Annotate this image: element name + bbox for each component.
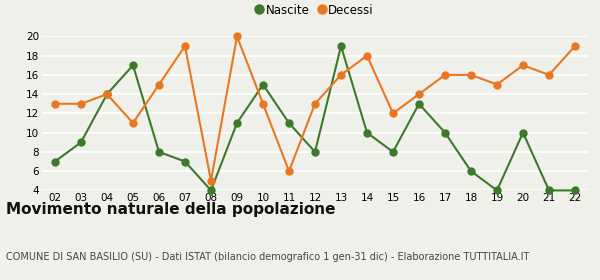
- Decessi: [415, 92, 422, 96]
- Decessi: [52, 102, 59, 106]
- Text: Movimento naturale della popolazione: Movimento naturale della popolazione: [6, 202, 335, 217]
- Decessi: [103, 92, 110, 96]
- Legend: Nascite, Decessi: Nascite, Decessi: [251, 0, 379, 22]
- Decessi: [545, 73, 553, 76]
- Decessi: [181, 44, 188, 48]
- Decessi: [389, 112, 397, 115]
- Decessi: [311, 102, 319, 106]
- Nascite: [77, 141, 85, 144]
- Decessi: [337, 73, 344, 76]
- Decessi: [259, 102, 266, 106]
- Decessi: [208, 179, 215, 183]
- Nascite: [130, 64, 137, 67]
- Nascite: [52, 160, 59, 163]
- Nascite: [389, 150, 397, 153]
- Nascite: [467, 169, 475, 173]
- Decessi: [364, 54, 371, 57]
- Decessi: [155, 83, 163, 86]
- Line: Nascite: Nascite: [52, 43, 578, 194]
- Decessi: [571, 44, 578, 48]
- Decessi: [233, 35, 241, 38]
- Nascite: [337, 44, 344, 48]
- Nascite: [571, 189, 578, 192]
- Nascite: [520, 131, 527, 134]
- Nascite: [442, 131, 449, 134]
- Nascite: [364, 131, 371, 134]
- Decessi: [286, 169, 293, 173]
- Decessi: [77, 102, 85, 106]
- Decessi: [442, 73, 449, 76]
- Nascite: [155, 150, 163, 153]
- Nascite: [415, 102, 422, 106]
- Line: Decessi: Decessi: [52, 33, 578, 184]
- Nascite: [233, 121, 241, 125]
- Nascite: [259, 83, 266, 86]
- Nascite: [103, 92, 110, 96]
- Nascite: [181, 160, 188, 163]
- Nascite: [493, 189, 500, 192]
- Decessi: [493, 83, 500, 86]
- Nascite: [311, 150, 319, 153]
- Decessi: [467, 73, 475, 76]
- Nascite: [286, 121, 293, 125]
- Nascite: [545, 189, 553, 192]
- Decessi: [130, 121, 137, 125]
- Nascite: [208, 189, 215, 192]
- Decessi: [520, 64, 527, 67]
- Text: COMUNE DI SAN BASILIO (SU) - Dati ISTAT (bilancio demografico 1 gen-31 dic) - El: COMUNE DI SAN BASILIO (SU) - Dati ISTAT …: [6, 252, 529, 262]
